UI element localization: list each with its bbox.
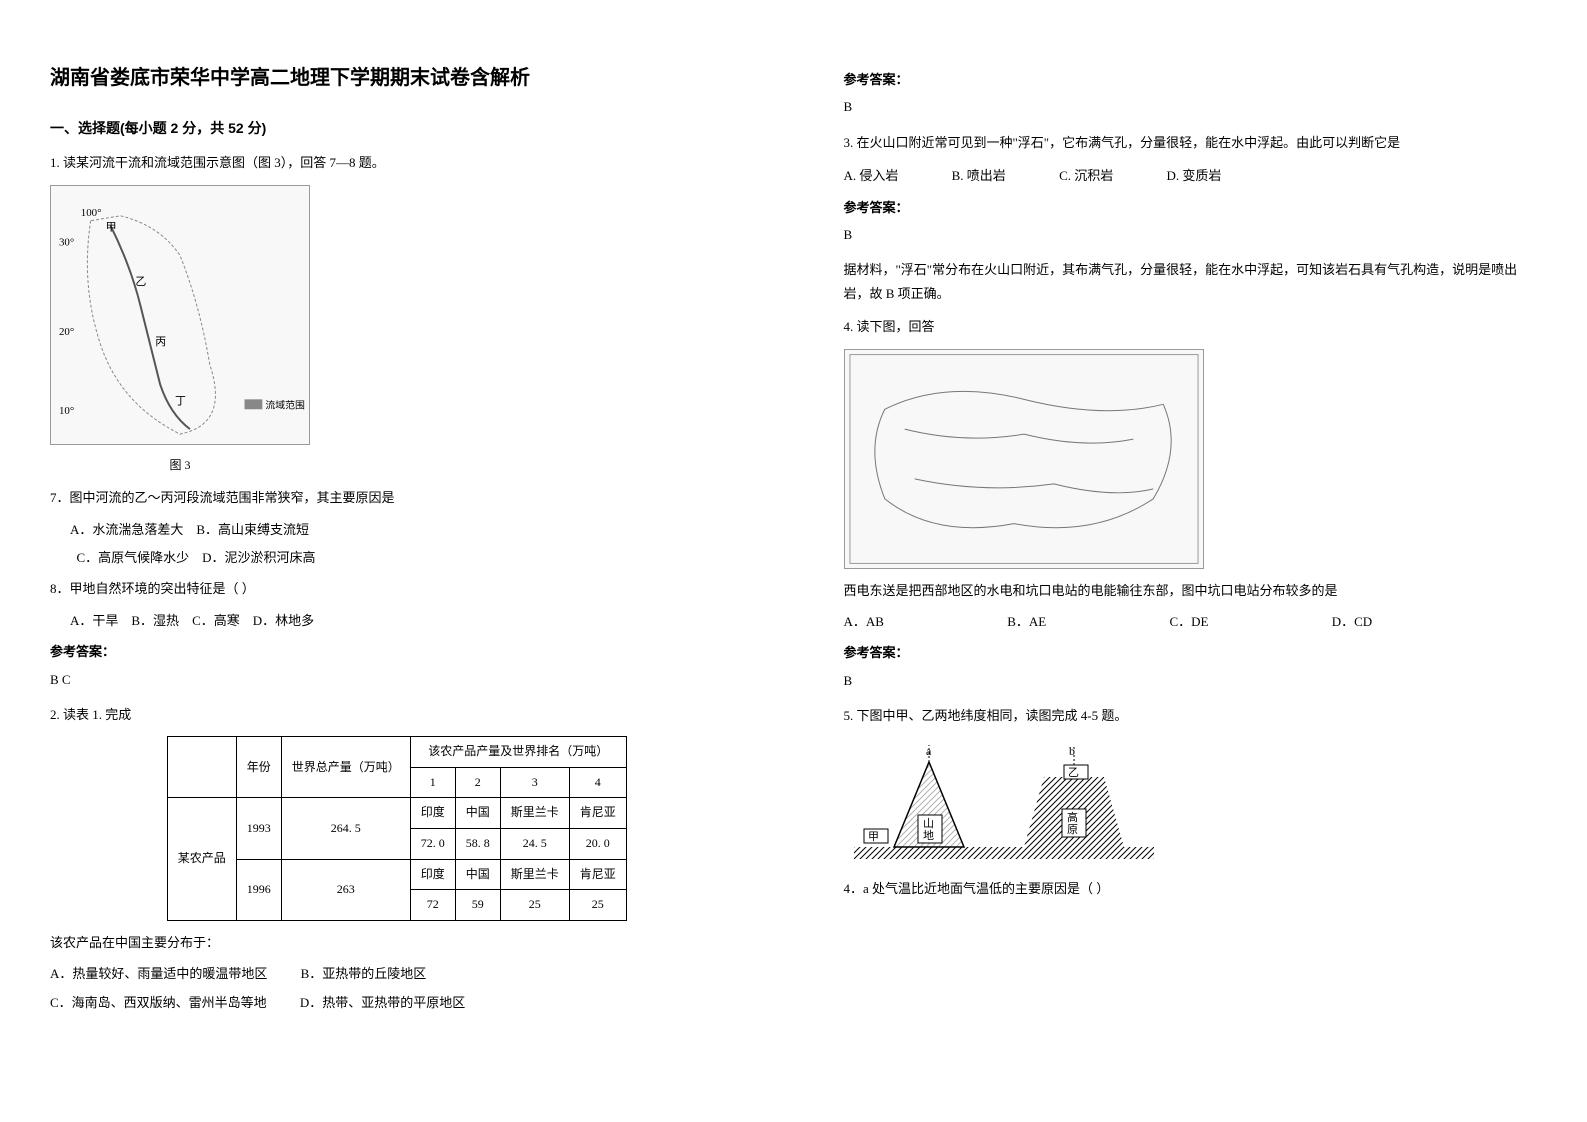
svg-text:10°: 10° — [59, 405, 74, 417]
q1-sub7: 7．图中河流的乙～丙河段流域范围非常狭窄，其主要原因是 — [50, 486, 744, 509]
table-cell: 1996 — [236, 859, 281, 920]
table-cell: 20. 0 — [569, 829, 626, 860]
option: A．AB — [844, 610, 884, 633]
q3-stem: 3. 在火山口附近常可见到一种"浮石"，它布满气孔，分量很轻，能在水中浮起。由此… — [844, 131, 1538, 154]
table-cell: 某农产品 — [167, 798, 236, 920]
option: B．AE — [1007, 610, 1046, 633]
q1-answer: B C — [50, 668, 744, 691]
table-cell: 24. 5 — [500, 829, 569, 860]
svg-text:丙: 丙 — [155, 335, 166, 347]
option: D．CD — [1332, 610, 1372, 633]
q1-sub8-options: A．干旱 B．湿热 C．高寒 D．林地多 — [70, 609, 744, 632]
table-cell: 肯尼亚 — [569, 859, 626, 890]
svg-text:丁: 丁 — [175, 395, 186, 407]
page-title: 湖南省娄底市荣华中学高二地理下学期期末试卷含解析 — [50, 60, 744, 96]
option: D. 变质岩 — [1166, 164, 1221, 187]
svg-text:100°: 100° — [81, 206, 102, 218]
option: B．高山束缚支流短 — [196, 522, 309, 537]
q2-options2: C．海南岛、西双版纳、雷州半岛等地 D．热带、亚热带的平原地区 — [50, 991, 744, 1014]
q5-diagram: a b 乙 甲 山 地 高 原 — [844, 737, 1164, 867]
svg-text:20°: 20° — [59, 325, 74, 337]
option: D．热带、亚热带的平原地区 — [300, 991, 465, 1014]
svg-text:地: 地 — [923, 829, 934, 842]
section-header: 一、选择题(每小题 2 分，共 52 分) — [50, 116, 744, 141]
option: B. 喷出岩 — [952, 164, 1006, 187]
table-cell: 25 — [500, 890, 569, 921]
option: C．DE — [1169, 610, 1208, 633]
table-cell: 59 — [455, 890, 500, 921]
answer-label: 参考答案： — [50, 640, 744, 663]
q2-options: A．热量较好、雨量适中的暖温带地区 B．亚热带的丘陵地区 — [50, 962, 744, 985]
q4-question: 西电东送是把西部地区的水电和坑口电站的电能输往东部，图中坑口电站分布较多的是 — [844, 579, 1538, 602]
q2-stem: 2. 读表 1. 完成 — [50, 703, 744, 726]
table-cell: 印度 — [410, 798, 455, 829]
svg-text:原: 原 — [1067, 824, 1078, 836]
table-header: 该农产品产量及世界排名（万吨） — [410, 737, 626, 768]
option: C．高寒 — [192, 613, 240, 628]
q4-answer: B — [844, 669, 1538, 692]
q2-answer: B — [844, 95, 1538, 118]
option: D．林地多 — [253, 613, 314, 628]
table-cell: 3 — [500, 767, 569, 798]
svg-text:山: 山 — [923, 817, 934, 830]
q3-answer: B — [844, 223, 1538, 246]
table-header: 世界总产量（万吨） — [281, 737, 410, 798]
q1-stem: 1. 读某河流干流和流域范围示意图（图 3），回答 7—8 题。 — [50, 151, 744, 174]
table-cell: 印度 — [410, 859, 455, 890]
svg-text:30°: 30° — [59, 236, 74, 248]
q1-map-image: 100° 30° 20° 10° 甲 乙 丙 丁 流域范围 — [50, 185, 310, 445]
option: A．热量较好、雨量适中的暖温带地区 — [50, 962, 267, 985]
q2-question: 该农产品在中国主要分布于： — [50, 931, 744, 954]
label-yi: 乙 — [1068, 766, 1079, 779]
q2-table: 年份 世界总产量（万吨） 该农产品产量及世界排名（万吨） 1 2 3 4 某农产… — [167, 736, 627, 921]
table-cell: 中国 — [455, 798, 500, 829]
q3-explanation: 据材料，"浮石"常分布在火山口附近，其布满气孔，分量很轻，能在水中浮起，可知该岩… — [844, 258, 1538, 305]
table-cell: 264. 5 — [281, 798, 410, 859]
option: C. 沉积岩 — [1059, 164, 1113, 187]
table-cell: 斯里兰卡 — [500, 798, 569, 829]
table-cell: 25 — [569, 890, 626, 921]
option: A. 侵入岩 — [844, 164, 899, 187]
label-a: a — [926, 744, 932, 758]
table-cell: 1993 — [236, 798, 281, 859]
q5-stem: 5. 下图中甲、乙两地纬度相同，读图完成 4-5 题。 — [844, 704, 1538, 727]
svg-text:高: 高 — [1067, 810, 1078, 824]
svg-text:乙: 乙 — [135, 275, 146, 288]
option: B．亚热带的丘陵地区 — [301, 962, 427, 985]
option: C．高原气候降水少 — [77, 550, 190, 565]
table-cell: 72 — [410, 890, 455, 921]
q4-stem: 4. 读下图，回答 — [844, 315, 1538, 338]
option: D．泥沙淤积河床高 — [202, 550, 315, 565]
q4-options: A．AB B．AE C．DE D．CD — [844, 610, 1538, 633]
table-cell: 4 — [569, 767, 626, 798]
q4-map-image — [844, 349, 1204, 569]
table-cell: 263 — [281, 859, 410, 920]
table-cell: 肯尼亚 — [569, 798, 626, 829]
table-cell: 72. 0 — [410, 829, 455, 860]
answer-label: 参考答案： — [844, 641, 1538, 664]
table-cell: 1 — [410, 767, 455, 798]
svg-text:流域范围: 流域范围 — [265, 398, 305, 411]
q1-sub8: 8．甲地自然环境的突出特征是（ ） — [50, 577, 744, 600]
option: A．水流湍急落差大 — [70, 522, 183, 537]
table-header: 年份 — [236, 737, 281, 798]
option: B．湿热 — [131, 613, 179, 628]
right-column: 参考答案： B 3. 在火山口附近常可见到一种"浮石"，它布满气孔，分量很轻，能… — [794, 0, 1587, 1122]
option: C．海南岛、西双版纳、雷州半岛等地 — [50, 991, 267, 1014]
option: A．干旱 — [70, 613, 118, 628]
q1-map-caption: 图 3 — [50, 455, 310, 477]
table-cell: 58. 8 — [455, 829, 500, 860]
answer-label: 参考答案： — [844, 68, 1538, 91]
left-column: 湖南省娄底市荣华中学高二地理下学期期末试卷含解析 一、选择题(每小题 2 分，共… — [0, 0, 794, 1122]
table-cell: 中国 — [455, 859, 500, 890]
answer-label: 参考答案： — [844, 196, 1538, 219]
table-cell: 2 — [455, 767, 500, 798]
q1-sub7-options2: C．高原气候降水少 D．泥沙淤积河床高 — [70, 546, 744, 569]
table-cell: 斯里兰卡 — [500, 859, 569, 890]
q5-sub4: 4．a 处气温比近地面气温低的主要原因是（ ） — [844, 877, 1538, 900]
q3-options: A. 侵入岩 B. 喷出岩 C. 沉积岩 D. 变质岩 — [844, 164, 1538, 187]
label-jia: 甲 — [868, 831, 879, 843]
q1-sub7-options: A．水流湍急落差大 B．高山束缚支流短 — [70, 518, 744, 541]
svg-text:甲: 甲 — [106, 221, 117, 233]
